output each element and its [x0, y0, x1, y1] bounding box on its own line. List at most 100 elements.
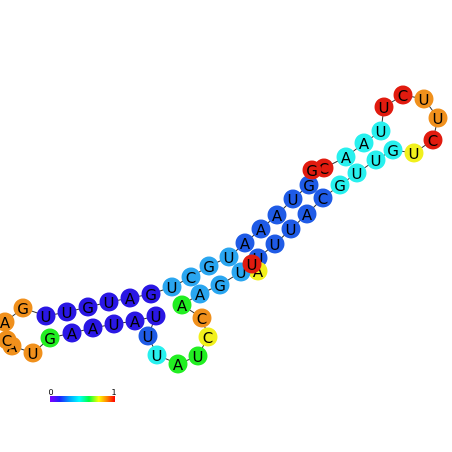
- nucleotide-base-label: A: [177, 297, 188, 315]
- nucleotide-base-label: C: [428, 132, 438, 150]
- nucleotide-16: U: [283, 189, 303, 209]
- nucleotide-base-label: G: [303, 177, 315, 195]
- nucleotide-35: U: [265, 234, 285, 254]
- nucleotide-circle: [99, 292, 119, 312]
- nucleotide-base-label: A: [359, 135, 370, 153]
- nucleotide-circle: [162, 277, 182, 297]
- nucleotide-circle: [336, 147, 356, 167]
- nucleotide-base-label: U: [270, 236, 281, 254]
- nucleotide-6: U: [99, 292, 119, 312]
- nucleotide-26: C: [423, 130, 443, 150]
- nucleotide-21: U: [371, 121, 391, 141]
- nucleotide-31: G: [330, 175, 350, 195]
- nucleotide-base-label: A: [272, 207, 283, 225]
- nucleotide-circle: [283, 189, 303, 209]
- nucleotide-base-label: U: [224, 249, 235, 267]
- nucleotide-circle: [190, 284, 210, 304]
- nucleotide-19: A: [336, 147, 356, 167]
- nucleotide-50: U: [104, 314, 124, 334]
- nucleotide-4: U: [57, 302, 77, 322]
- nucleotide-circle: [242, 254, 262, 274]
- nucleotide-base-label: U: [28, 345, 39, 363]
- nucleotide-base-label: G: [44, 330, 56, 348]
- nucleotide-41: A: [172, 295, 192, 315]
- nucleotide-circle: [57, 302, 77, 322]
- nucleotide-circle: [172, 295, 192, 315]
- nucleotide-base-label: G: [82, 299, 94, 317]
- nucleotide-base-label: U: [352, 165, 363, 183]
- nucleotide-25: U: [428, 108, 448, 128]
- nucleotide-base-label: G: [17, 300, 29, 318]
- nucleotide-base-label: U: [109, 316, 120, 334]
- nucleotide-11: G: [199, 256, 219, 276]
- nucleotide-base-label: C: [398, 87, 408, 105]
- nucleotide-34: U: [281, 219, 301, 239]
- nucleotide-circle: [181, 267, 201, 287]
- nucleotide-53: G: [40, 328, 60, 348]
- nucleotide-47: U: [138, 326, 158, 346]
- nucleotide-58: U: [242, 254, 262, 274]
- color-scale-bar: 0 1: [48, 388, 117, 402]
- nucleotide-42: C: [192, 308, 212, 328]
- nucleotide-46: U: [147, 345, 167, 365]
- nucleotide-51: A: [83, 318, 103, 338]
- nucleotide-circle: [393, 85, 413, 105]
- nucleotide-circle: [383, 140, 403, 160]
- nucleotide-base-label: A: [302, 206, 313, 224]
- nucleotide-base-label: U: [371, 152, 382, 170]
- nucleotide-circle: [265, 234, 285, 254]
- nucleotide-57: G: [302, 160, 322, 180]
- nucleotide-44: U: [188, 346, 208, 366]
- nucleotide-circle: [404, 143, 424, 163]
- nucleotide-base-label: A: [0, 314, 11, 332]
- nucleotide-40: A: [190, 284, 210, 304]
- nucleotide-24: U: [414, 89, 434, 109]
- nucleotide-circle: [40, 328, 60, 348]
- nucleotide-base-label: G: [214, 277, 226, 295]
- nucleotide-32: C: [313, 188, 333, 208]
- nucleotide-circle: [428, 108, 448, 128]
- nucleotide-circle: [199, 256, 219, 276]
- nucleotide-circle: [366, 150, 386, 170]
- nucleotide-base-label: C: [2, 332, 12, 350]
- nucleotide-23: C: [393, 85, 413, 105]
- nucleotide-48: U: [146, 306, 166, 326]
- nucleotide-base-label: C: [318, 190, 328, 208]
- nucleotide-circle: [297, 204, 317, 224]
- nucleotide-circle: [235, 233, 255, 253]
- nucleotide-base-label: U: [247, 256, 258, 274]
- nucleotide-base-label: A: [195, 286, 206, 304]
- nucleotide-base-label: U: [193, 348, 204, 366]
- nucleotide-base-label: C: [203, 329, 213, 347]
- nucleotide-circle: [251, 219, 271, 239]
- nucleotide-base-label: U: [288, 191, 299, 209]
- nucleotide-circle: [141, 284, 161, 304]
- nucleotide-28: G: [383, 140, 403, 160]
- nucleotide-45: A: [168, 354, 188, 374]
- nucleotide-circle: [302, 160, 322, 180]
- nucleotide-56: C: [0, 330, 17, 350]
- nucleotide-base-label: U: [152, 347, 163, 365]
- nucleotide-54: U: [23, 343, 43, 363]
- nucleotide-8: G: [141, 284, 161, 304]
- nucleotide-7: A: [120, 288, 140, 308]
- nucleotide-circle: [62, 323, 82, 343]
- nucleotide-circle: [371, 121, 391, 141]
- nucleotide-circle: [147, 345, 167, 365]
- color-scale-gradient: [50, 396, 115, 402]
- nucleotide-base-label: A: [256, 221, 267, 239]
- nucleotide-base-label: U: [151, 308, 162, 326]
- nucleotide-15: A: [267, 205, 287, 225]
- nucleotide-circle: [188, 346, 208, 366]
- nucleotide-base-label: U: [62, 304, 73, 322]
- nucleotide-43: C: [198, 327, 218, 347]
- nucleotide-33: A: [297, 204, 317, 224]
- nucleotide-base-label: G: [145, 286, 157, 304]
- nucleotide-base-label: U: [236, 264, 247, 282]
- nucleotide-20: A: [354, 133, 374, 153]
- nucleotide-circle: [423, 130, 443, 150]
- color-scale-min-label: 0: [48, 388, 53, 397]
- nucleotide-circle: [192, 308, 212, 328]
- nucleotide-base-label: A: [240, 235, 251, 253]
- nucleotide-circle: [146, 306, 166, 326]
